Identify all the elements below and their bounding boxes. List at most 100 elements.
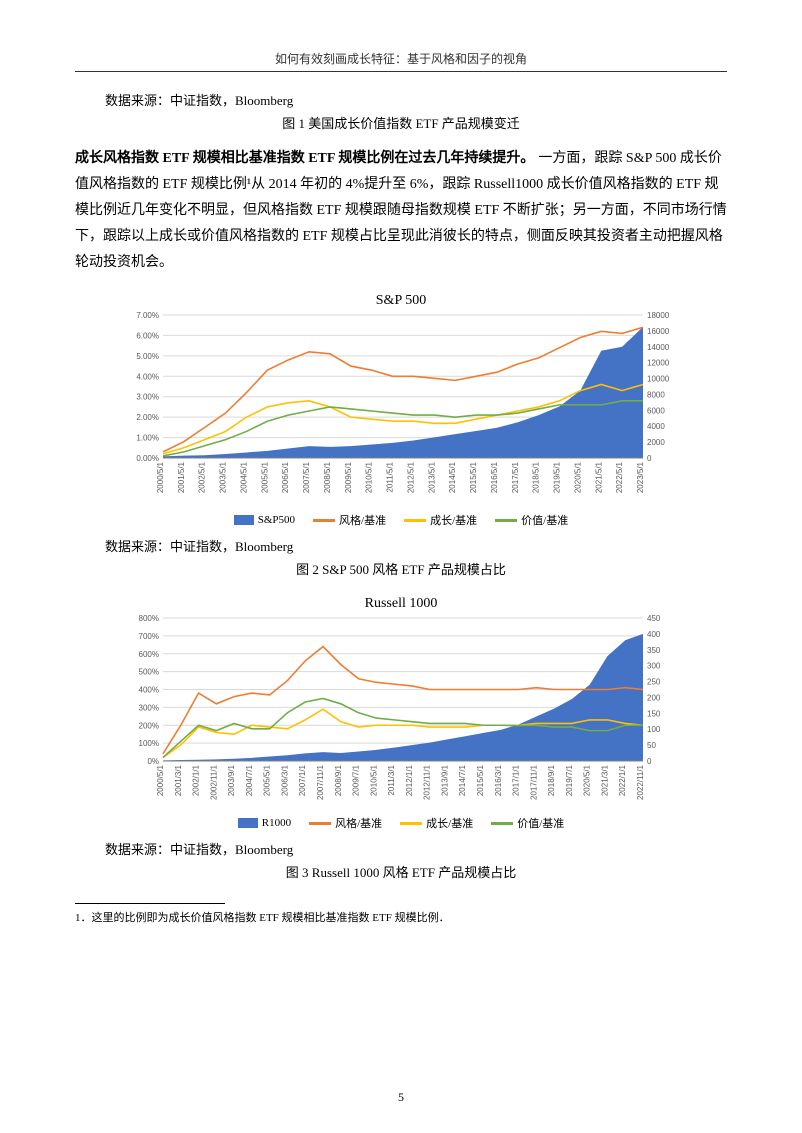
svg-text:2009/5/1: 2009/5/1 — [344, 462, 353, 494]
lead-text: 成长风格指数 ETF 规模相比基准指数 ETF 规模比例在过去几年持续提升。 — [75, 151, 534, 166]
svg-text:2020/5/1: 2020/5/1 — [583, 765, 592, 797]
footnote: 1．这里的比例即为成长价值风格指数 ETF 规模相比基准指数 ETF 规模比例． — [75, 910, 727, 927]
svg-text:2018/5/1: 2018/5/1 — [532, 462, 541, 494]
svg-text:2022/5/1: 2022/5/1 — [615, 462, 624, 494]
legend-label2-l3: 价值/基准 — [517, 815, 564, 831]
svg-text:2000/5/1: 2000/5/1 — [156, 765, 165, 797]
svg-text:2003/9/1: 2003/9/1 — [227, 765, 236, 797]
svg-text:4000: 4000 — [647, 423, 665, 432]
svg-text:2014/7/1: 2014/7/1 — [458, 765, 467, 797]
legend-label-l1: 风格/基准 — [339, 512, 386, 528]
svg-text:2023/5/1: 2023/5/1 — [636, 462, 645, 494]
svg-text:0.00%: 0.00% — [136, 454, 159, 463]
svg-text:2004/5/1: 2004/5/1 — [239, 462, 248, 494]
svg-text:2022/11/1: 2022/11/1 — [636, 765, 645, 801]
fig3-source: 数据来源：中证指数，Bloomberg — [105, 839, 727, 858]
svg-text:5.00%: 5.00% — [136, 352, 159, 361]
legend-area2: R1000 — [238, 815, 291, 831]
legend-label-l2: 成长/基准 — [430, 512, 477, 528]
legend-label-area: S&P500 — [258, 514, 295, 526]
svg-text:12000: 12000 — [647, 359, 670, 368]
svg-text:2006/5/1: 2006/5/1 — [281, 462, 290, 494]
svg-text:2020/5/1: 2020/5/1 — [573, 462, 582, 494]
svg-text:2005/5/1: 2005/5/1 — [260, 462, 269, 494]
chart-r1000: 0%100%200%300%400%500%600%700%800%050100… — [121, 614, 681, 809]
svg-text:2009/7/1: 2009/7/1 — [352, 765, 361, 797]
svg-text:400: 400 — [647, 630, 661, 639]
svg-text:2018/9/1: 2018/9/1 — [547, 765, 556, 797]
fig2-source: 数据来源：中证指数，Bloomberg — [105, 536, 727, 555]
svg-text:2016/5/1: 2016/5/1 — [490, 462, 499, 494]
svg-text:2002/5/1: 2002/5/1 — [198, 462, 207, 494]
svg-text:2022/1/1: 2022/1/1 — [618, 765, 627, 797]
svg-text:2005/5/1: 2005/5/1 — [263, 765, 272, 797]
svg-text:2017/11/1: 2017/11/1 — [529, 765, 538, 801]
chart1-legend: S&P500 风格/基准 成长/基准 价值/基准 — [121, 512, 681, 528]
page-header: 如何有效刻画成长特征：基于风格和因子的视角 — [75, 50, 727, 72]
svg-text:2013/5/1: 2013/5/1 — [427, 462, 436, 494]
legend-label2-l1: 风格/基准 — [335, 815, 382, 831]
svg-text:450: 450 — [647, 614, 661, 623]
svg-text:18000: 18000 — [647, 311, 670, 320]
svg-text:2003/5/1: 2003/5/1 — [219, 462, 228, 494]
svg-text:250: 250 — [647, 678, 661, 687]
legend-label-area2: R1000 — [262, 817, 291, 829]
svg-text:4.00%: 4.00% — [136, 373, 159, 382]
svg-text:2015/5/1: 2015/5/1 — [469, 462, 478, 494]
svg-text:0: 0 — [647, 757, 652, 766]
svg-text:2014/5/1: 2014/5/1 — [448, 462, 457, 494]
legend-line22: 成长/基准 — [400, 815, 473, 831]
fig2-caption: 图 2 S&P 500 风格 ETF 产品规模占比 — [75, 559, 727, 578]
svg-text:2012/1/1: 2012/1/1 — [405, 765, 414, 797]
svg-text:2006/3/1: 2006/3/1 — [280, 765, 289, 797]
fig3-caption: 图 3 Russell 1000 风格 ETF 产品规模占比 — [75, 862, 727, 881]
fig1-caption: 图 1 美国成长价值指数 ETF 产品规模变迁 — [75, 113, 727, 132]
svg-text:2002/1/1: 2002/1/1 — [192, 765, 201, 797]
svg-text:2008/5/1: 2008/5/1 — [323, 462, 332, 494]
fig1-source: 数据来源：中证指数，Bloomberg — [105, 90, 727, 109]
legend-line21: 风格/基准 — [309, 815, 382, 831]
svg-text:2011/5/1: 2011/5/1 — [386, 462, 395, 493]
svg-text:16000: 16000 — [647, 327, 670, 336]
svg-text:2001/5/1: 2001/5/1 — [177, 462, 186, 494]
legend-area: S&P500 — [234, 512, 295, 528]
svg-text:2012/11/1: 2012/11/1 — [423, 765, 432, 801]
svg-text:2015/5/1: 2015/5/1 — [476, 765, 485, 797]
svg-text:2010/5/1: 2010/5/1 — [369, 765, 378, 797]
svg-text:6.00%: 6.00% — [136, 332, 159, 341]
svg-text:100: 100 — [647, 726, 661, 735]
body-text: 一方面，跟踪 S&P 500 成长价值风格指数的 ETF 规模比例¹从 2014… — [75, 151, 727, 270]
svg-text:2019/5/1: 2019/5/1 — [553, 462, 562, 494]
svg-text:2000: 2000 — [647, 439, 665, 448]
svg-text:800%: 800% — [139, 614, 159, 623]
svg-text:2012/5/1: 2012/5/1 — [406, 462, 415, 494]
chart1-title: S&P 500 — [75, 293, 727, 309]
svg-text:2001/3/1: 2001/3/1 — [174, 765, 183, 797]
svg-text:2010/5/1: 2010/5/1 — [365, 462, 374, 494]
svg-text:7.00%: 7.00% — [136, 311, 159, 320]
page-number: 5 — [0, 1090, 802, 1105]
svg-text:2017/5/1: 2017/5/1 — [511, 462, 520, 494]
svg-text:500%: 500% — [139, 668, 159, 677]
legend-line23: 价值/基准 — [491, 815, 564, 831]
legend-label-l3: 价值/基准 — [521, 512, 568, 528]
svg-text:2019/7/1: 2019/7/1 — [565, 765, 574, 797]
chart2-title: Russell 1000 — [75, 596, 727, 612]
svg-text:2008/9/1: 2008/9/1 — [334, 765, 343, 797]
svg-text:2007/1/1: 2007/1/1 — [298, 765, 307, 797]
svg-text:700%: 700% — [139, 632, 159, 641]
svg-text:3.00%: 3.00% — [136, 393, 159, 402]
svg-text:2016/3/1: 2016/3/1 — [494, 765, 503, 797]
svg-text:150: 150 — [647, 710, 661, 719]
svg-text:2002/11/1: 2002/11/1 — [209, 765, 218, 801]
svg-text:14000: 14000 — [647, 343, 670, 352]
svg-text:6000: 6000 — [647, 407, 665, 416]
footnote-rule — [75, 903, 225, 904]
svg-text:350: 350 — [647, 646, 661, 655]
legend-label2-l2: 成长/基准 — [426, 815, 473, 831]
svg-text:50: 50 — [647, 742, 656, 751]
svg-text:2007/11/1: 2007/11/1 — [316, 765, 325, 801]
svg-text:2021/5/1: 2021/5/1 — [594, 462, 603, 494]
svg-text:2.00%: 2.00% — [136, 414, 159, 423]
legend-line1: 风格/基准 — [313, 512, 386, 528]
